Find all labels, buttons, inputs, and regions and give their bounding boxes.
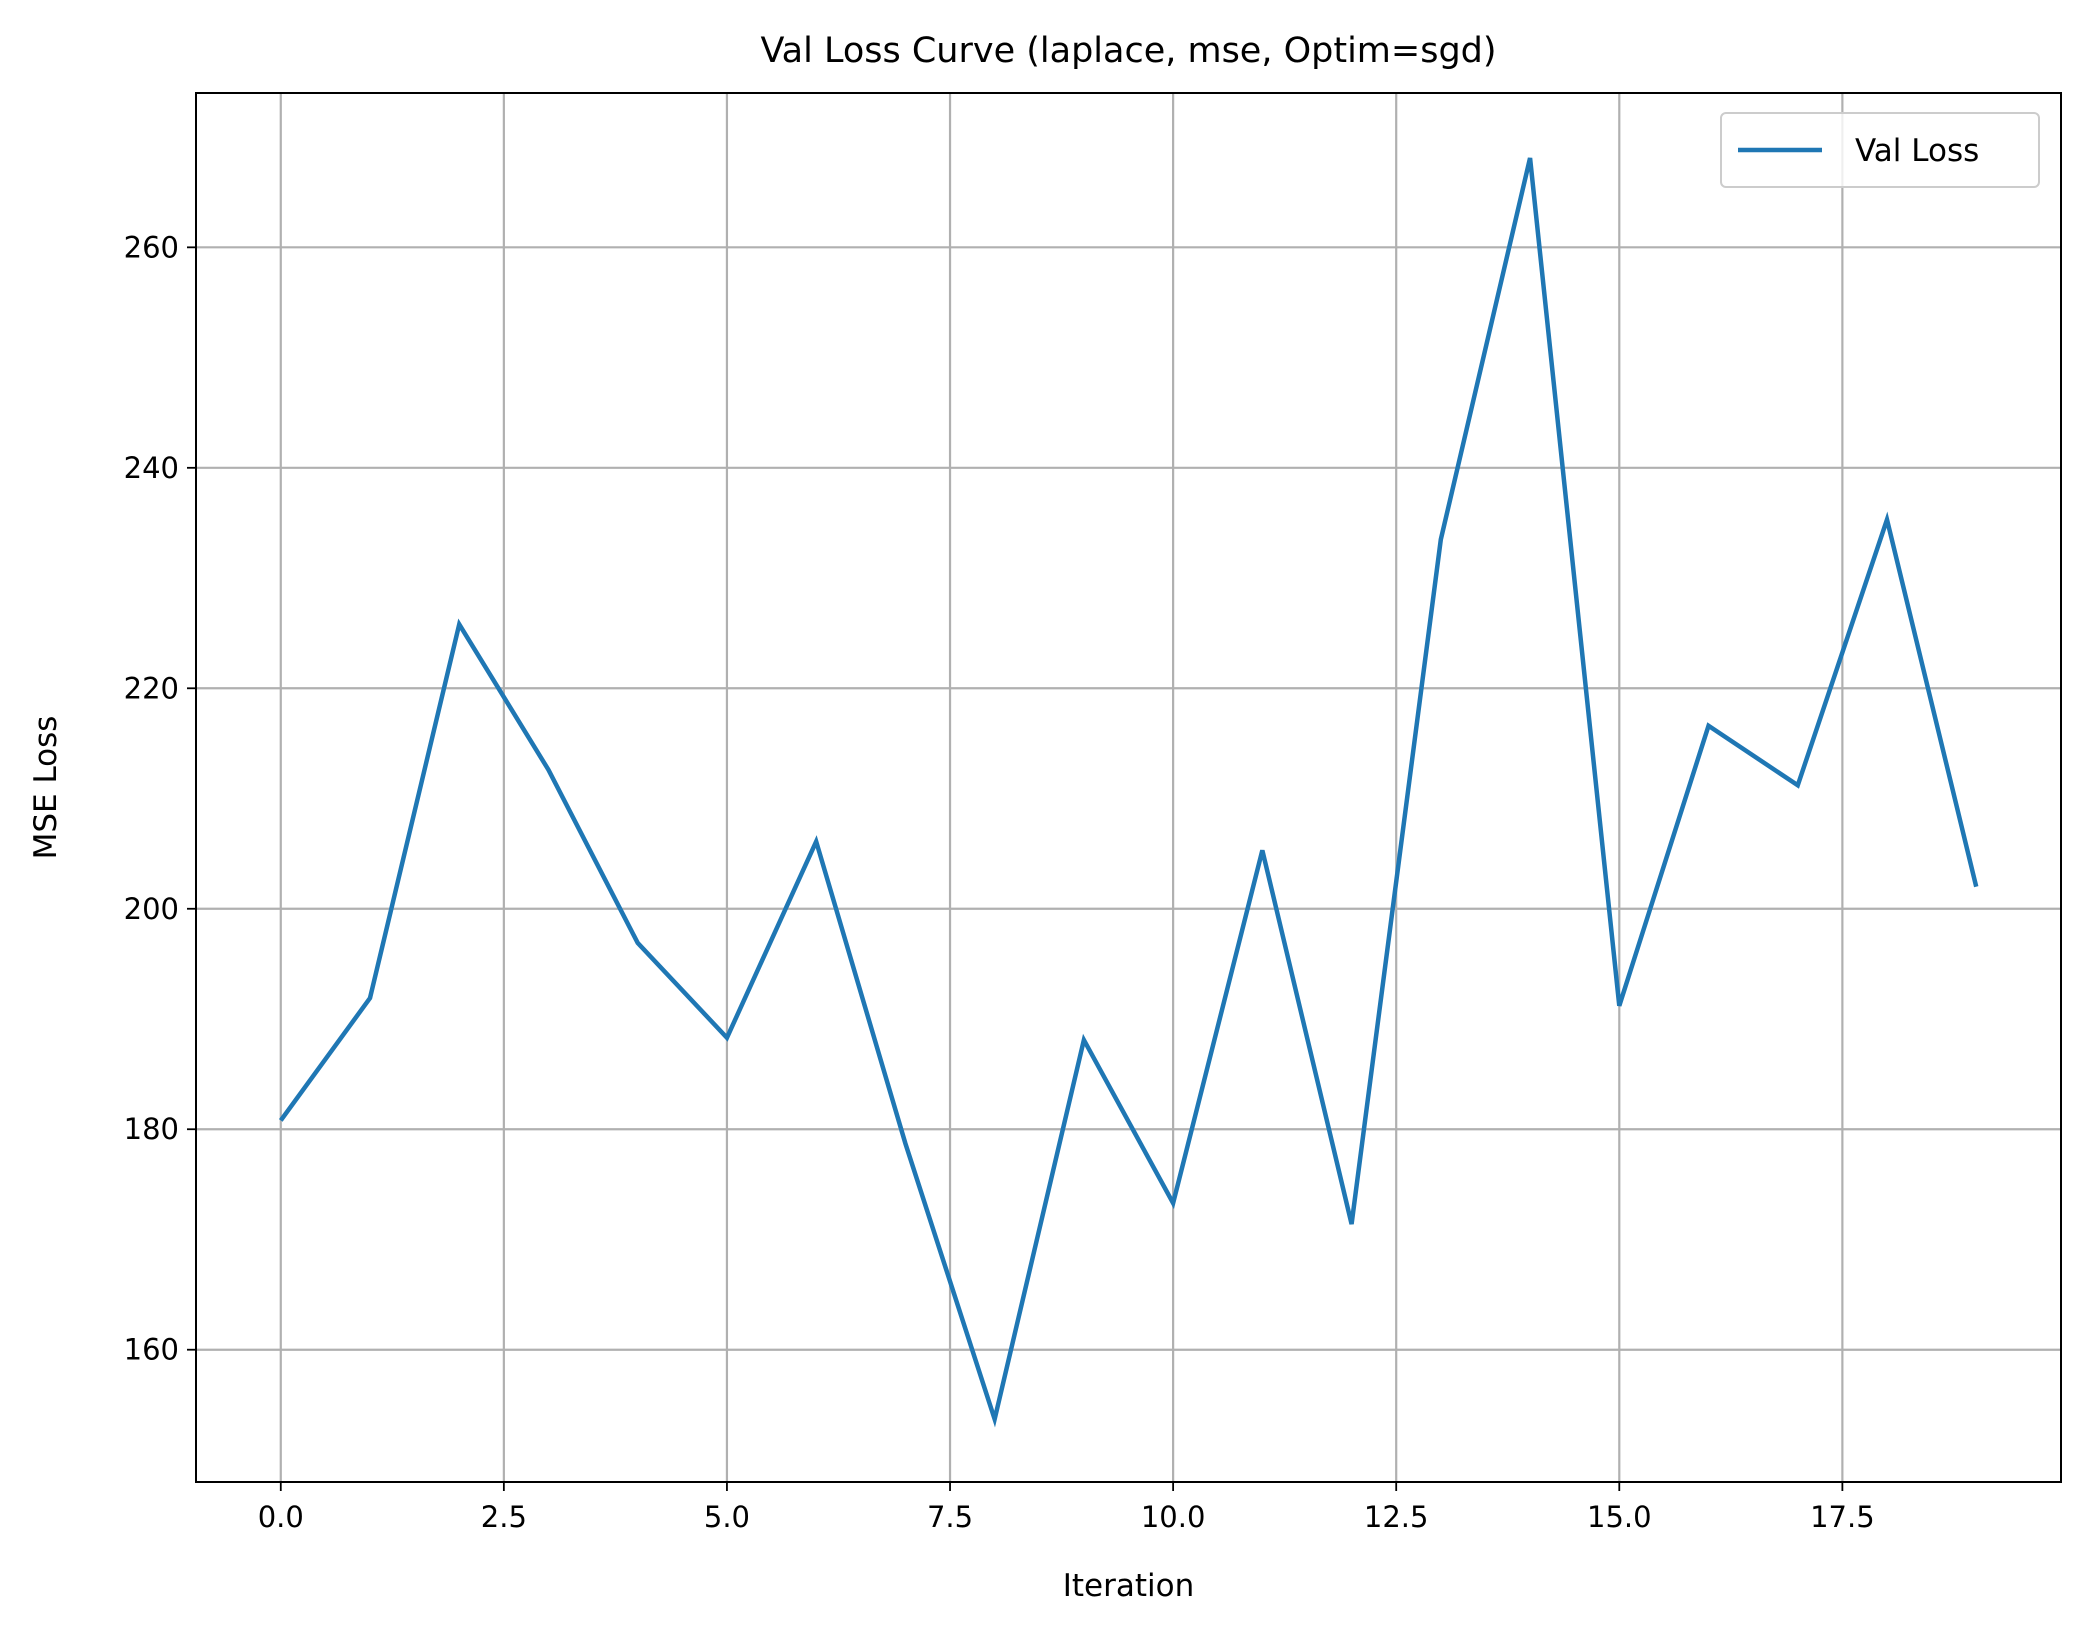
ticks: 0.0 2.5 5.0 7.5 10.0 12.5 15.0 17.5 160 180 200 220…: [124, 230, 1875, 1534]
series: [278, 157, 1979, 1428]
x-tick-label: 17.5: [1810, 1500, 1875, 1534]
y-tick-label: 240: [124, 451, 179, 485]
series-line-val-loss: [278, 157, 1979, 1428]
y-tick-label: 180: [124, 1112, 179, 1146]
x-tick-label: 2.5: [481, 1500, 527, 1534]
legend: Val Loss: [1720, 112, 2040, 188]
chart-title: Val Loss Curve (laplace, mse, Optim=sgd): [760, 31, 1496, 71]
y-tick-label: 220: [124, 671, 179, 705]
x-tick-label: 5.0: [704, 1500, 750, 1534]
y-tick-label: 160: [124, 1333, 179, 1367]
x-tick-label: 10.0: [1141, 1500, 1206, 1534]
grid: [196, 93, 2061, 1482]
y-tick-label: 200: [124, 892, 179, 926]
x-tick-label: 7.5: [927, 1500, 973, 1534]
legend-box: [1720, 112, 2040, 188]
x-tick-label: 12.5: [1364, 1500, 1429, 1534]
x-axis-label: Iteration: [1063, 1568, 1195, 1604]
x-tick-label: 15.0: [1587, 1500, 1652, 1534]
y-axis-label: MSE Loss: [28, 716, 64, 860]
legend-label-val-loss: Val Loss: [1855, 133, 1979, 169]
y-tick-label: 260: [124, 230, 179, 264]
x-tick-label: 0.0: [258, 1500, 304, 1534]
axes-frame: [195, 92, 2062, 1483]
